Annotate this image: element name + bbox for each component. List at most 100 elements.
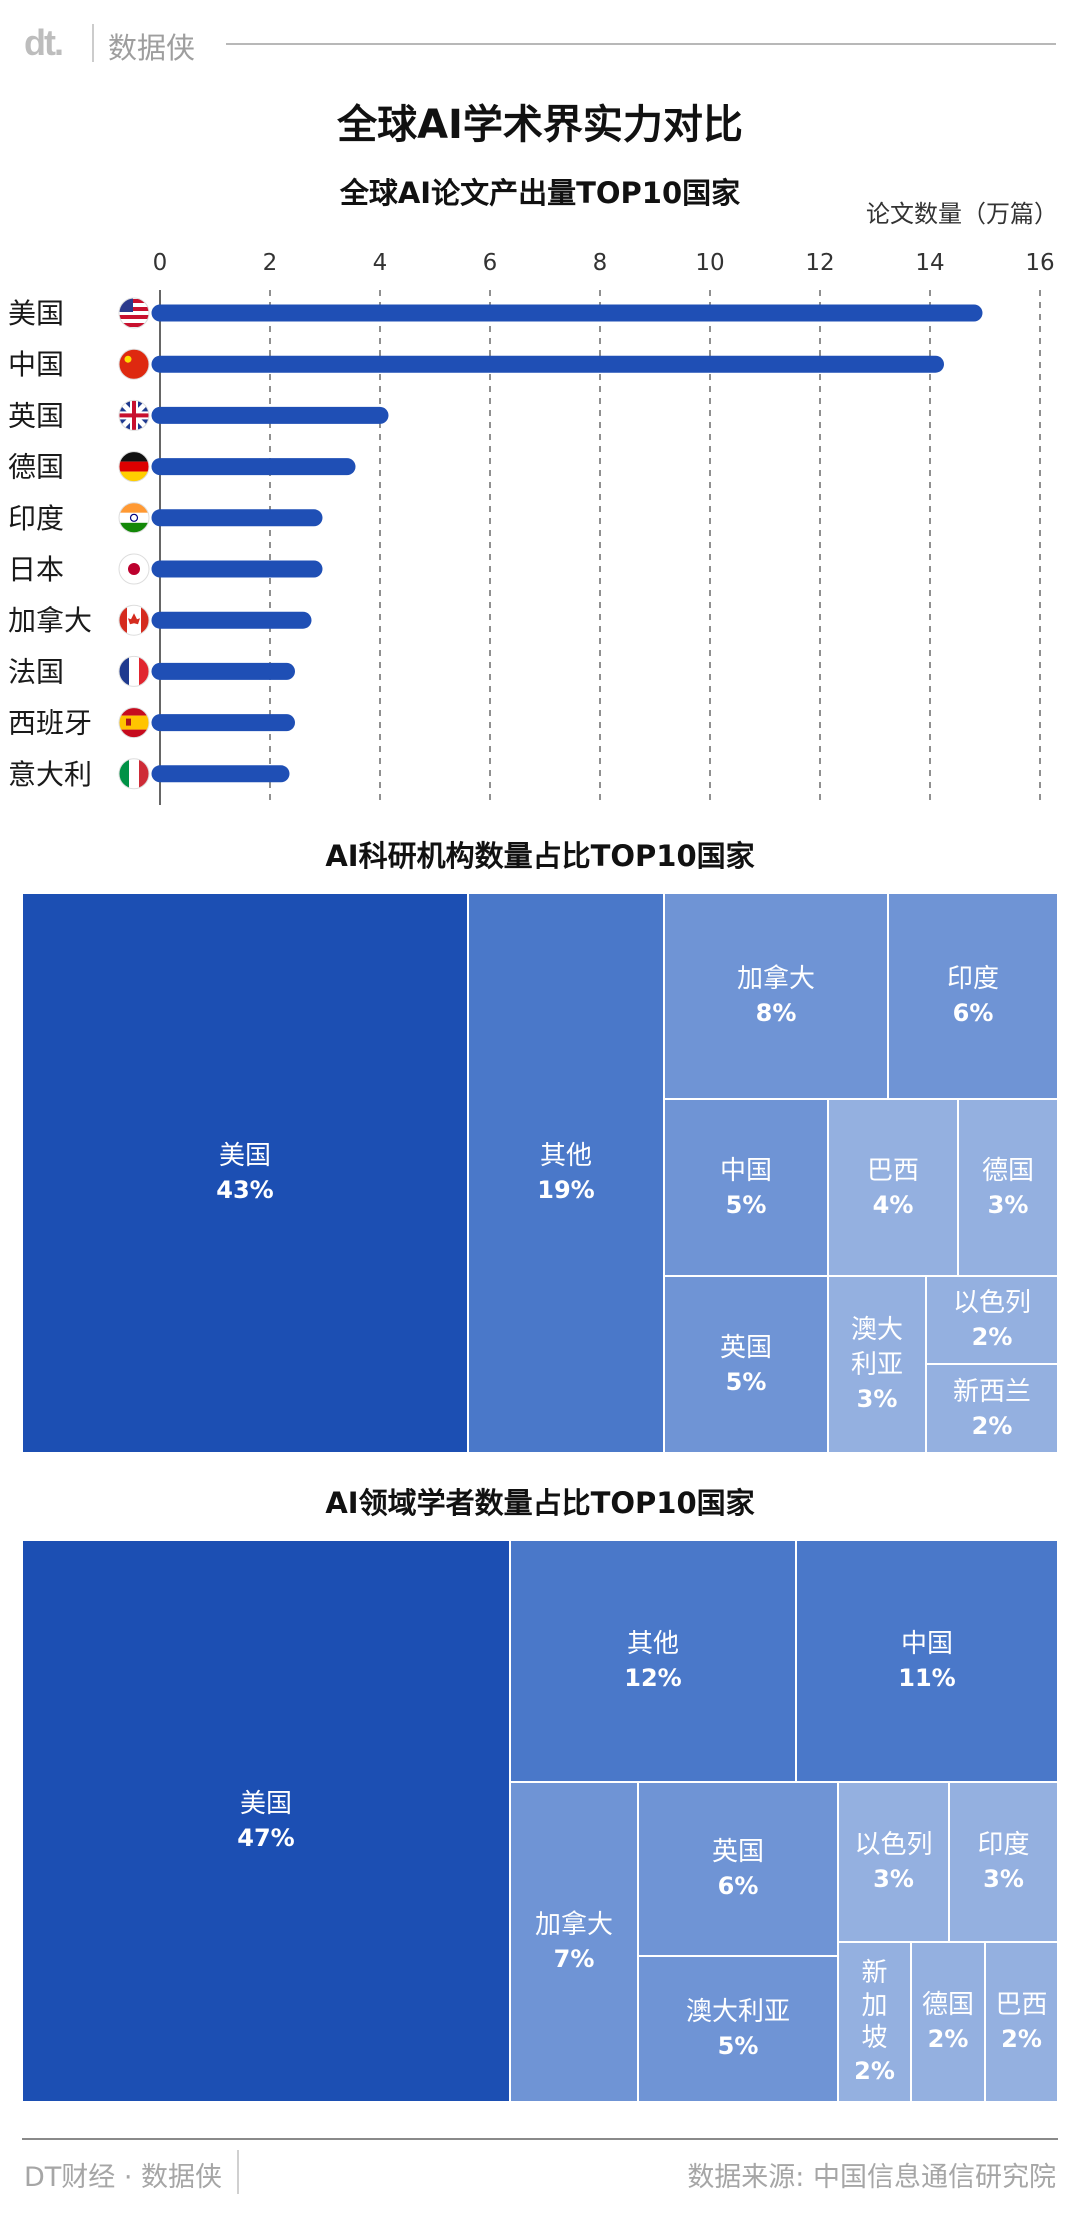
header-rule (226, 43, 1056, 45)
cell-value: 4% (872, 1190, 914, 1219)
treemap-cell: 其他 19% (468, 893, 664, 1453)
x-tick-label: 6 (483, 250, 498, 276)
cell-value: 19% (537, 1176, 595, 1205)
footer-divider (237, 2150, 239, 2194)
flag-border (118, 553, 150, 585)
flag-border (118, 604, 150, 636)
cell-value: 6% (717, 1872, 759, 1901)
cell-value: 3% (987, 1190, 1029, 1219)
cell-value: 2% (971, 1411, 1013, 1440)
cell-value: 47% (237, 1824, 295, 1853)
x-tick-label: 0 (153, 250, 168, 276)
treemap-cell: 新加坡 2% (838, 1942, 911, 2102)
header-divider (92, 24, 94, 62)
x-tick-label: 14 (915, 250, 944, 276)
x-tick-label: 2 (263, 250, 278, 276)
cell-name: 新西兰 (952, 1376, 1031, 1407)
cell-name: 中国 (900, 1629, 953, 1660)
category-label: 日本 (8, 553, 64, 586)
cell-name: 以色列 (854, 1830, 933, 1861)
ca-flag-icon (119, 605, 149, 636)
flag-border (118, 707, 150, 739)
cell-value: 5% (725, 1190, 767, 1219)
cell-name: 新加坡 (861, 1958, 888, 2054)
cell-value: 8% (755, 999, 797, 1028)
treemap-cell: 德国 2% (911, 1942, 985, 2102)
flag-border (118, 348, 150, 380)
institution-treemap: 美国 43% 其他 19% 加拿大 8% 印度 6% 中国 5% 巴西 4% 德国 3% 英国… (22, 893, 1058, 1453)
treemap-cell: 德国 3% (958, 1099, 1058, 1276)
cell-value: 5% (717, 2032, 759, 2061)
flag-border (118, 297, 150, 329)
x-tick-label: 10 (695, 250, 724, 276)
cell-name: 美国 (218, 1141, 271, 1172)
cell-value: 2% (971, 1323, 1013, 1352)
treemap-cell: 中国 11% (796, 1540, 1058, 1782)
footer-brand: DT财经 · 数据侠 (24, 2162, 223, 2193)
cell-name: 美国 (239, 1789, 292, 1820)
bar-chart-title: 全球AI论文产出量TOP10国家 (339, 176, 741, 210)
category-label: 中国 (8, 348, 64, 381)
cell-name: 英国 (711, 1837, 764, 1868)
cell-value: 2% (1001, 2025, 1042, 2054)
treemap-cell: 印度 3% (949, 1782, 1058, 1942)
category-label: 英国 (8, 399, 64, 432)
cell-value: 7% (553, 1945, 595, 1974)
category-label: 美国 (8, 297, 64, 330)
treemap-cell: 加拿大 7% (510, 1782, 638, 2102)
treemap-cell: 其他 12% (510, 1540, 796, 1782)
flag-border (118, 502, 150, 534)
category-label: 德国 (8, 451, 64, 484)
cell-name: 其他 (626, 1629, 679, 1660)
cell-value: 12% (624, 1664, 682, 1693)
cell-name: 澳大利亚 (685, 1997, 790, 2028)
cell-name: 德国 (981, 1155, 1034, 1186)
x-tick-label: 8 (593, 250, 608, 276)
cell-value: 11% (898, 1664, 956, 1693)
treemap-cell: 美国 47% (22, 1540, 510, 2102)
cell-name: 德国 (921, 1990, 974, 2021)
cell-name: 巴西 (995, 1990, 1048, 2021)
page-title: 全球AI学术界实力对比 (337, 102, 743, 148)
de-flag-icon (119, 451, 149, 482)
cell-value: 2% (927, 2025, 969, 2054)
cell-name: 中国 (719, 1155, 772, 1186)
treemap-cell: 英国 5% (664, 1276, 828, 1453)
cell-name: 加拿大 (736, 964, 815, 995)
es-flag-icon (119, 707, 149, 738)
cell-value: 3% (983, 1865, 1024, 1894)
cell-value: 2% (854, 2056, 895, 2085)
it-flag-icon (119, 758, 149, 789)
cell-name: 以色列 (952, 1288, 1031, 1319)
cell-name: 英国 (719, 1332, 772, 1363)
flag-border (118, 758, 150, 790)
treemap-cell: 巴西 2% (985, 1942, 1058, 2102)
x-tick-label: 12 (805, 250, 834, 276)
treemap-cell: 新西兰 2% (926, 1364, 1058, 1453)
cell-name: 印度 (946, 964, 999, 995)
treemap-cell: 印度 6% (888, 893, 1058, 1099)
data-source: 数据来源: 中国信息通信研究院 (687, 2162, 1056, 2193)
treemap-cell: 巴西 4% (828, 1099, 958, 1276)
treemap-cell: 中国 5% (664, 1099, 828, 1276)
cell-value: 3% (873, 1865, 914, 1894)
cell-name: 印度 (977, 1830, 1030, 1861)
cell-name: 其他 (539, 1141, 592, 1172)
treemap-cell: 英国 6% (638, 1782, 838, 1956)
category-label: 印度 (8, 502, 64, 535)
bar-chart-unit: 论文数量（万篇） (866, 200, 1058, 228)
x-tick-label: 16 (1025, 250, 1054, 276)
cn-flag-icon (119, 349, 149, 380)
cell-value: 3% (856, 1385, 898, 1414)
in-flag-icon (119, 502, 149, 533)
uk-flag-icon (119, 400, 149, 431)
treemap-cell: 以色列 3% (838, 1782, 949, 1942)
cell-value: 6% (952, 999, 994, 1028)
x-tick-label: 4 (373, 250, 388, 276)
category-label: 意大利 (8, 758, 92, 791)
treemap-cell: 加拿大 8% (664, 893, 888, 1099)
scholar-treemap: 美国 47% 其他 12% 中国 11% 加拿大 7% 英国 6% 以色列 3% 印度 3% … (22, 1540, 1058, 2102)
cell-name: 巴西 (866, 1155, 919, 1186)
cell-value: 43% (216, 1176, 274, 1205)
